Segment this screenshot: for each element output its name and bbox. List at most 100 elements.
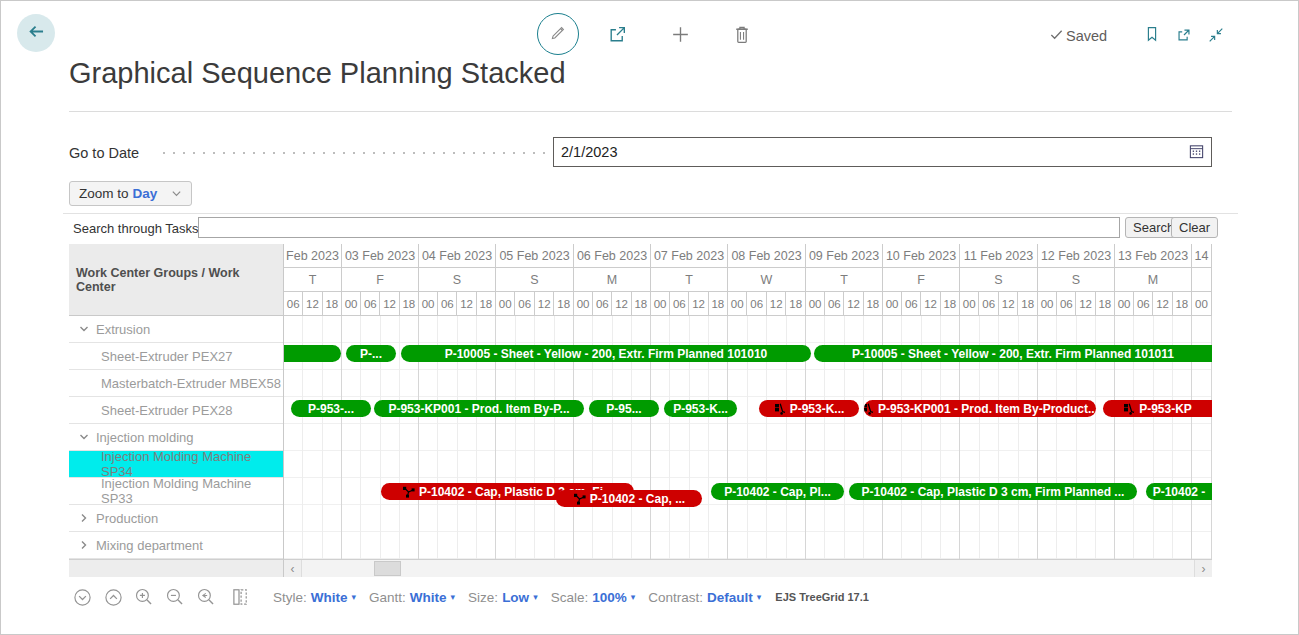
timeline-hour-label: 00: [342, 292, 361, 316]
timeline-hour-label: 18: [786, 292, 806, 316]
timeline-weekday-letter: F: [342, 268, 419, 292]
bookmark-button[interactable]: [1143, 25, 1161, 47]
timeline-hour-label: 06: [825, 292, 844, 316]
gantt-task-bar[interactable]: P-95...: [589, 400, 659, 417]
back-button[interactable]: [17, 14, 55, 52]
nodes-icon: [573, 493, 586, 505]
gantt-task-label: P-953-KP: [1139, 402, 1192, 416]
timeline-hour-label: 06: [284, 292, 303, 316]
collapse-window-icon: [1207, 30, 1225, 47]
tree-row-sheet-extruder-pex27[interactable]: Sheet-Extruder PEX27: [69, 343, 283, 370]
delete-button[interactable]: [732, 24, 752, 49]
calendar-icon[interactable]: [1188, 143, 1205, 164]
chevron-right-icon[interactable]: [78, 539, 91, 551]
gantt-task-bar[interactable]: P-10402 - Cap, ...: [556, 490, 702, 507]
footer-dropdown-gantt[interactable]: Gantt:White▾: [369, 590, 455, 605]
zoom-to-select[interactable]: Zoom to Day: [69, 181, 192, 206]
zoom-in-icon[interactable]: [133, 586, 155, 608]
columns-icon[interactable]: [229, 586, 251, 608]
gantt-task-bar[interactable]: P-953-K...: [664, 400, 737, 417]
collapse-window-button[interactable]: [1207, 26, 1225, 48]
gantt-task-label: P-10402 - Cap, Pl...: [724, 485, 831, 499]
timeline-hour-label: 12: [999, 292, 1019, 316]
tree-row-extrusion[interactable]: Extrusion: [69, 316, 283, 343]
footer-dropdown-contrast[interactable]: Contrast:Default▾: [648, 590, 761, 605]
goto-date-label: Go to Date: [69, 145, 139, 161]
gantt-task-label: P-953-KP001 - Prod. Item By-P...: [388, 402, 569, 416]
horizontal-scrollbar[interactable]: ‹ ›: [284, 559, 1212, 577]
gantt-task-bar[interactable]: P-10402 - Cap, Pl...: [711, 483, 844, 500]
chevron-down-icon[interactable]: [78, 323, 91, 335]
chevron-right-icon[interactable]: [78, 512, 91, 524]
tree-row-mixing-department[interactable]: Mixing department: [69, 532, 283, 559]
timeline-day-header: Feb 2023: [284, 244, 342, 268]
work-center-tree: ExtrusionSheet-Extruder PEX27Masterbatch…: [69, 316, 284, 559]
gantt-task-label: P-...: [360, 347, 382, 361]
tree-row-injection-molding-machine-sp34[interactable]: Injection Molding Machine SP34: [69, 451, 283, 478]
tree-row-injection-molding[interactable]: Injection molding: [69, 424, 283, 451]
gantt-task-bar[interactable]: P-10402 -: [1146, 483, 1212, 500]
gantt-task-label: P-953-K...: [790, 402, 845, 416]
gantt-task-bar[interactable]: P-953-KP: [1103, 400, 1212, 417]
saved-check-icon: [1049, 27, 1064, 45]
timeline-hour-label: 18: [632, 292, 651, 316]
footer-dropdown-size[interactable]: Size:Low▾: [468, 590, 538, 605]
timeline-hour-label: 18: [1018, 292, 1038, 316]
scrollbar-thumb[interactable]: [374, 561, 401, 576]
gantt-task-bar[interactable]: P-10005 - Sheet - Yellow - 200, Extr. Fi…: [814, 345, 1212, 362]
caret-down-icon: ▾: [451, 592, 456, 602]
tree-row-production[interactable]: Production: [69, 505, 283, 532]
goto-date-input[interactable]: [553, 137, 1212, 167]
zoom-to-prefix: Zoom to: [79, 186, 129, 201]
edit-button[interactable]: [537, 13, 579, 55]
search-tasks-input[interactable]: [198, 217, 1120, 238]
timeline-hour-label: 06: [515, 292, 535, 316]
expand-all-icon[interactable]: [102, 586, 124, 608]
timeline-hour-label: 18: [864, 292, 883, 316]
gantt-task-bar[interactable]: P-953-KP001 - Prod. Item By-P...: [374, 400, 584, 417]
gantt-task-bar[interactable]: [284, 345, 341, 362]
footer-dropdown-scale[interactable]: Scale:100%▾: [551, 590, 636, 605]
tree-row-label: Injection Molding Machine SP33: [101, 476, 283, 506]
footer-dropdown-value: White: [410, 590, 447, 605]
search-tasks-label: Search through Tasks:: [73, 221, 202, 236]
scroll-left-button[interactable]: ‹: [284, 560, 302, 577]
gantt-footer-toolbar: Style:White▾Gantt:White▾Size:Low▾Scale:1…: [71, 584, 1231, 610]
popout-button[interactable]: [1175, 26, 1193, 48]
timeline-hour-label: 00: [496, 292, 516, 316]
timeline-day-header: 10 Feb 2023: [883, 244, 960, 268]
share-button[interactable]: [607, 24, 628, 49]
timeline-hour-label: 06: [1134, 292, 1153, 316]
scroll-right-button[interactable]: ›: [1194, 560, 1212, 577]
tree-row-sheet-extruder-pex28[interactable]: Sheet-Extruder PEX28: [69, 397, 283, 424]
clear-button[interactable]: Clear: [1171, 217, 1218, 238]
timeline-hour-label: 18: [400, 292, 419, 316]
zoom-out-icon[interactable]: [164, 586, 186, 608]
gantt-task-bar[interactable]: P-953-KP001 - Prod. Item By-Product...: [864, 400, 1096, 417]
edit-icon: [549, 23, 567, 45]
gantt-task-bar[interactable]: P-...: [346, 345, 396, 362]
footer-dropdown-style[interactable]: Style:White▾: [273, 590, 356, 605]
timeline-weekday-letter: T: [806, 268, 883, 292]
gantt-task-bar[interactable]: P-953-...: [291, 400, 371, 417]
chevron-down-icon[interactable]: [78, 431, 91, 443]
timeline-hour-label: 06: [593, 292, 612, 316]
timeline-hour-label: 18: [1173, 292, 1192, 316]
tree-row-masterbatch-extruder-mbex58[interactable]: Masterbatch-Extruder MBEX58: [69, 370, 283, 397]
timeline-day-header: 12 Feb 2023: [1038, 244, 1115, 268]
gantt-task-bar[interactable]: P-10402 - Cap, Plastic D 3 cm, Firm Plan…: [849, 483, 1137, 500]
timeline-hour-label: 18: [709, 292, 728, 316]
gantt-task-bar[interactable]: P-953-K...: [759, 400, 859, 417]
gantt-task-bar[interactable]: P-10005 - Sheet - Yellow - 200, Extr. Fi…: [401, 345, 811, 362]
zoom-reset-icon[interactable]: [195, 586, 217, 608]
timeline-weekday-letter: M: [574, 268, 651, 292]
collapse-all-icon[interactable]: [71, 586, 93, 608]
timeline-weekday-letter: S: [419, 268, 496, 292]
timeline-hour-label: 12: [921, 292, 940, 316]
nodes-icon: [402, 486, 415, 498]
delete-icon: [732, 31, 752, 48]
tree-row-injection-molding-machine-sp33[interactable]: Injection Molding Machine SP33: [69, 478, 283, 505]
add-button[interactable]: [670, 24, 691, 49]
timeline-day-header: 14: [1192, 244, 1212, 268]
timeline-hour-label: 00: [419, 292, 438, 316]
